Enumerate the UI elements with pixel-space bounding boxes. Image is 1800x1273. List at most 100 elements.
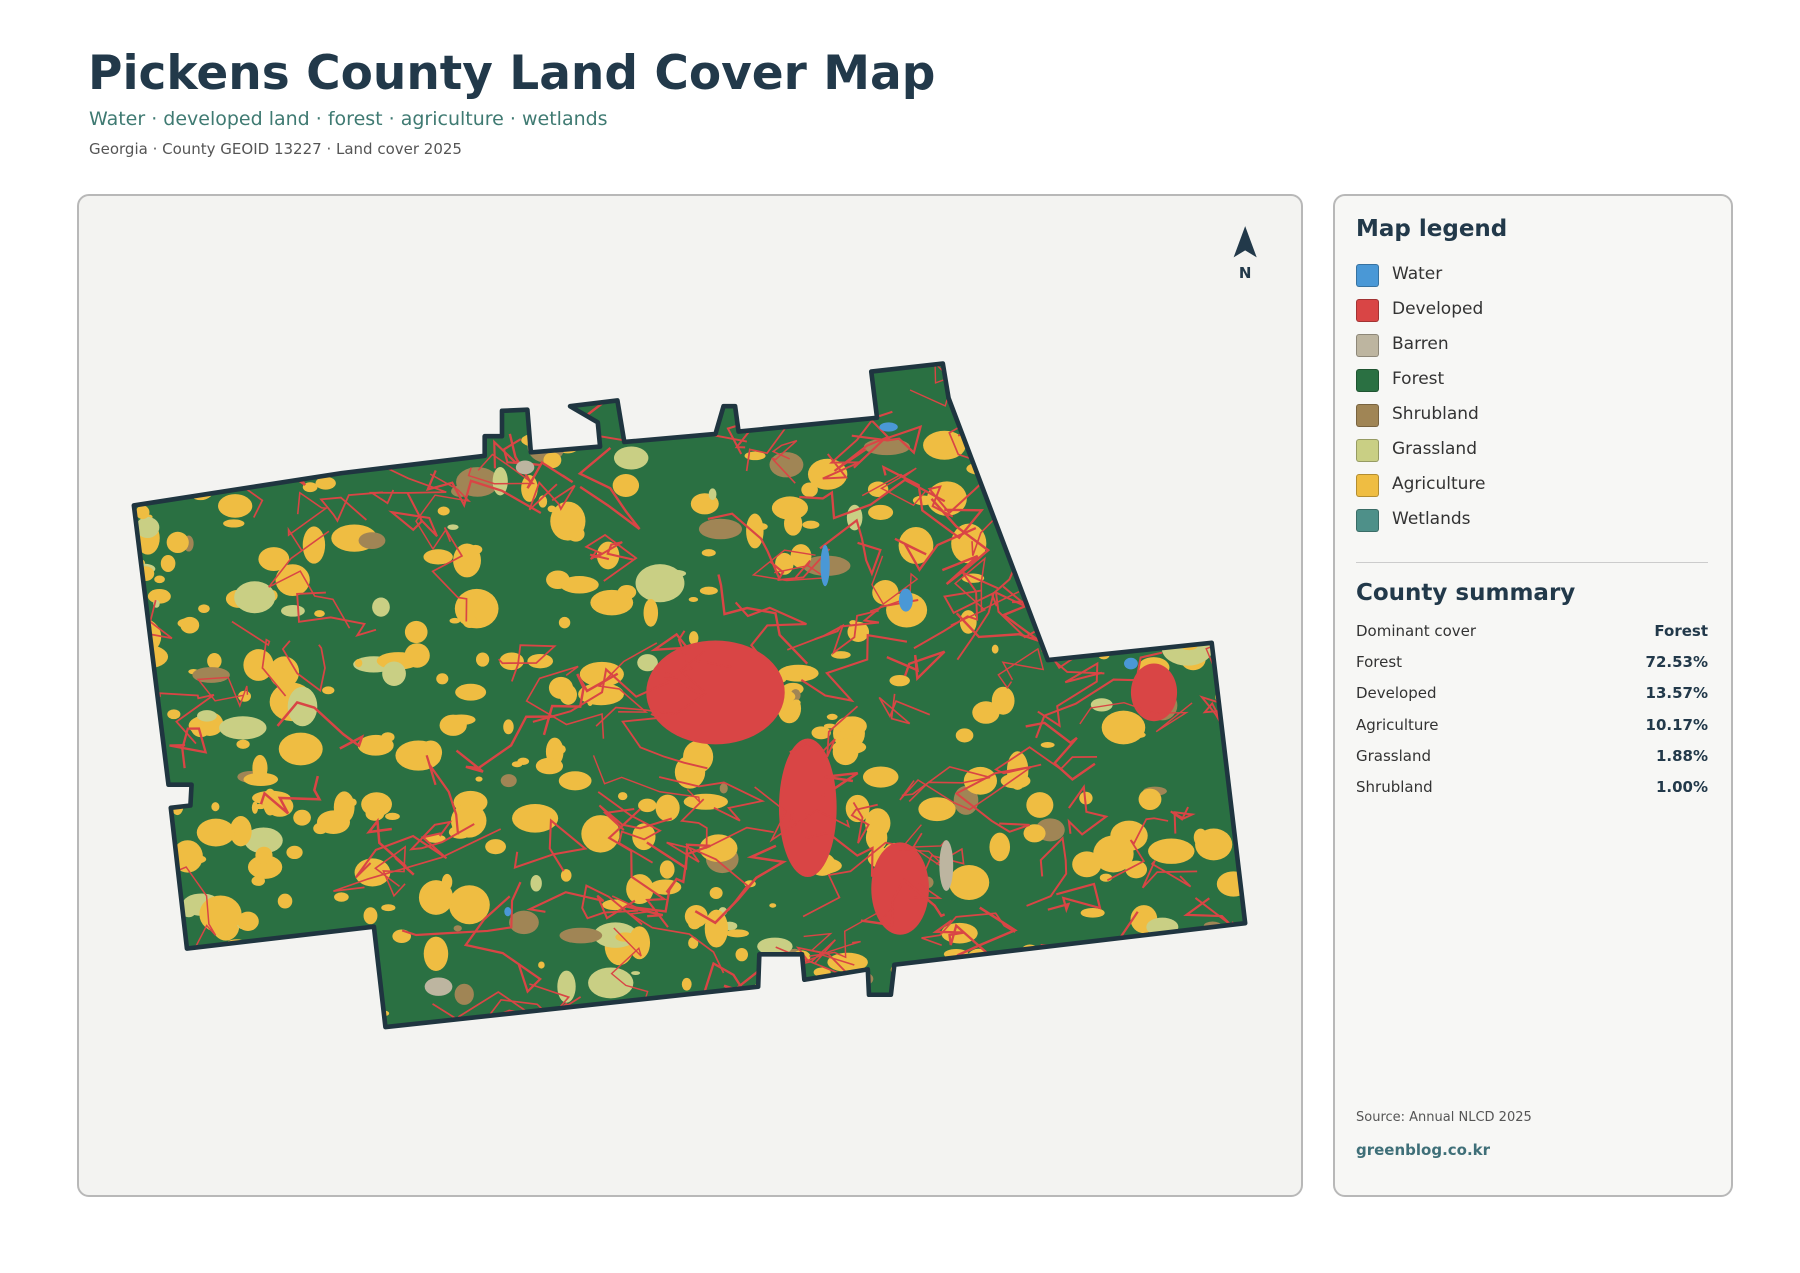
patch [258,547,290,572]
patch [778,664,819,682]
patch [530,874,542,892]
patch [559,927,603,944]
road [368,466,447,505]
patch [147,864,169,885]
road [1067,784,1109,836]
patch [838,716,867,736]
water-body [879,422,898,432]
legend-label: Forest [1392,369,1445,389]
legend-swatch [1356,404,1379,427]
patch [559,684,578,705]
patch [511,761,523,768]
road [598,804,673,831]
patch [725,929,749,938]
patch [211,802,220,812]
patch [912,495,934,506]
patch [286,845,303,860]
patch [1120,444,1141,461]
legend-swatch [1356,264,1379,287]
patch [251,441,281,462]
patch [867,481,889,497]
road [899,766,1032,811]
patch [986,456,995,470]
patch [832,738,859,766]
patch [302,526,326,564]
road [532,667,679,723]
legend-swatch [1356,369,1379,392]
patch [1028,950,1045,981]
patch [418,880,454,915]
road [786,609,879,656]
patch [558,771,592,791]
summary-label: Forest [1356,653,1403,672]
patch [347,968,355,972]
road [775,939,855,968]
patch [454,983,474,1005]
road [1095,363,1166,410]
road [803,932,861,954]
county-map: N [131,226,1257,1030]
summary-label: Agriculture [1356,715,1439,734]
urban-area [778,738,837,878]
patch [198,604,210,613]
patch [1155,994,1167,1002]
patch [219,716,267,740]
road [196,676,249,708]
patch [317,453,344,468]
patch [918,797,956,822]
road [319,491,384,523]
patch [826,713,838,721]
summary-value: 10.17% [1645,715,1708,734]
summary-label: Grassland [1356,746,1431,765]
road [607,808,669,928]
road [789,817,876,878]
road [169,727,208,769]
road [771,439,798,484]
patch [278,732,323,766]
road [1106,817,1169,882]
road [861,467,927,507]
title: Pickens County Land Cover Map [88,46,936,101]
patch [972,701,1000,724]
road [911,847,965,900]
road [800,633,908,703]
road [1160,959,1246,988]
road [913,570,999,650]
patch [255,846,273,864]
patch [251,875,265,886]
water-body [898,588,913,612]
urban-area [646,640,785,745]
road [542,672,619,736]
patch [319,999,339,1012]
patch [167,709,181,720]
barren-patch [515,460,535,475]
road [610,927,649,1002]
road [431,527,468,622]
patch [223,519,245,528]
road [597,642,658,713]
patch [448,885,490,925]
patch [475,652,490,667]
patch [499,652,524,671]
summary-value: 1.00% [1655,778,1708,796]
road [1047,882,1102,914]
patch [596,541,620,570]
barren-patch [424,977,453,996]
road [679,798,774,850]
legend-swatch [1356,474,1379,497]
road [153,866,217,954]
patch [147,787,159,797]
patch [801,482,818,498]
patch [133,780,155,797]
patch [446,714,476,726]
road [809,907,894,959]
patch [333,440,367,470]
patch [1208,570,1246,597]
patch [698,518,743,540]
patch [1101,710,1146,745]
north-arrow [1233,226,1257,258]
road [581,884,643,926]
patch [450,803,487,838]
road [525,665,605,739]
patch [244,827,283,854]
